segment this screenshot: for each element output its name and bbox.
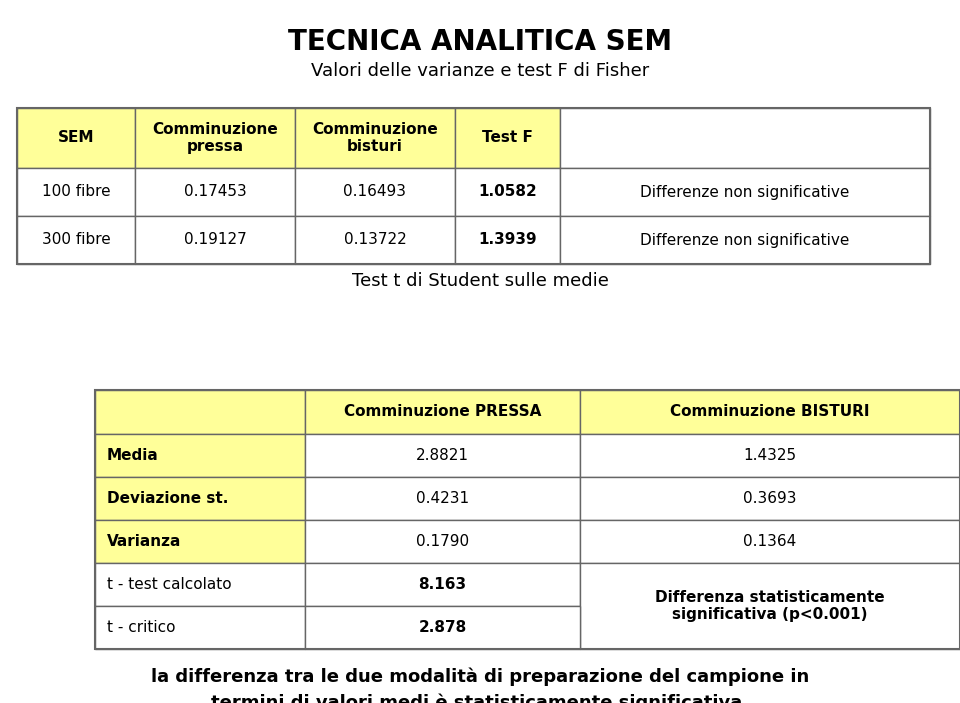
Text: 1.3939: 1.3939: [478, 233, 537, 247]
Bar: [455, 168, 560, 216]
Text: 0.4231: 0.4231: [416, 491, 469, 506]
Text: 100 fibre: 100 fibre: [41, 184, 110, 200]
Text: Comminuzione BISTURI: Comminuzione BISTURI: [670, 404, 870, 420]
Text: 2.878: 2.878: [419, 620, 467, 635]
Text: Test t di Student sulle medie: Test t di Student sulle medie: [351, 272, 609, 290]
Text: Comminuzione
bisturi: Comminuzione bisturi: [312, 122, 438, 154]
Bar: [305, 563, 580, 606]
Text: 0.3693: 0.3693: [743, 491, 797, 506]
Text: 0.17453: 0.17453: [183, 184, 247, 200]
Text: 0.13722: 0.13722: [344, 233, 406, 247]
Text: Media: Media: [107, 448, 158, 463]
Text: 0.19127: 0.19127: [183, 233, 247, 247]
Text: 0.16493: 0.16493: [344, 184, 406, 200]
Text: SEM: SEM: [58, 131, 94, 146]
Bar: [95, 477, 305, 520]
Bar: [295, 168, 455, 216]
Bar: [560, 108, 930, 168]
Text: Differenza statisticamente
significativa (p<0.001): Differenza statisticamente significativa…: [655, 590, 885, 622]
Bar: [580, 563, 960, 649]
Bar: [305, 390, 580, 434]
Text: 1.0582: 1.0582: [478, 184, 537, 200]
Bar: [305, 477, 580, 520]
Text: Test F: Test F: [482, 131, 533, 146]
Bar: [560, 168, 930, 216]
Bar: [135, 168, 295, 216]
Bar: [305, 434, 580, 477]
Bar: [95, 390, 960, 649]
Text: 8.163: 8.163: [419, 577, 467, 592]
Bar: [95, 434, 305, 477]
Bar: [580, 434, 960, 477]
Text: Varianza: Varianza: [107, 534, 181, 549]
Bar: [17, 168, 135, 216]
Bar: [95, 606, 305, 649]
Text: Deviazione st.: Deviazione st.: [107, 491, 228, 506]
Bar: [455, 108, 560, 168]
Bar: [305, 606, 580, 649]
Bar: [95, 563, 305, 606]
Bar: [295, 216, 455, 264]
Bar: [135, 216, 295, 264]
Bar: [17, 216, 135, 264]
Text: 300 fibre: 300 fibre: [41, 233, 110, 247]
Text: 0.1790: 0.1790: [416, 534, 469, 549]
Bar: [305, 520, 580, 563]
Text: 0.1364: 0.1364: [743, 534, 797, 549]
Text: TECNICA ANALITICA SEM: TECNICA ANALITICA SEM: [288, 28, 672, 56]
Bar: [135, 108, 295, 168]
Bar: [17, 108, 930, 264]
Text: Differenze non significative: Differenze non significative: [640, 233, 850, 247]
Bar: [580, 520, 960, 563]
Bar: [580, 477, 960, 520]
Bar: [580, 390, 960, 434]
Text: Valori delle varianze e test F di Fisher: Valori delle varianze e test F di Fisher: [311, 62, 649, 80]
Bar: [295, 108, 455, 168]
Text: 2.8821: 2.8821: [416, 448, 469, 463]
Text: la differenza tra le due modalità di preparazione del campione in: la differenza tra le due modalità di pre…: [151, 667, 809, 685]
Bar: [95, 520, 305, 563]
Bar: [95, 390, 305, 434]
Text: t - critico: t - critico: [107, 620, 176, 635]
Bar: [560, 216, 930, 264]
Text: t - test calcolato: t - test calcolato: [107, 577, 231, 592]
Text: termini di valori medi è statisticamente significativa.: termini di valori medi è statisticamente…: [211, 693, 749, 703]
Text: Comminuzione
pressa: Comminuzione pressa: [152, 122, 277, 154]
Text: Comminuzione PRESSA: Comminuzione PRESSA: [344, 404, 541, 420]
Bar: [17, 108, 135, 168]
Text: 1.4325: 1.4325: [743, 448, 797, 463]
Text: Differenze non significative: Differenze non significative: [640, 184, 850, 200]
Bar: [455, 216, 560, 264]
